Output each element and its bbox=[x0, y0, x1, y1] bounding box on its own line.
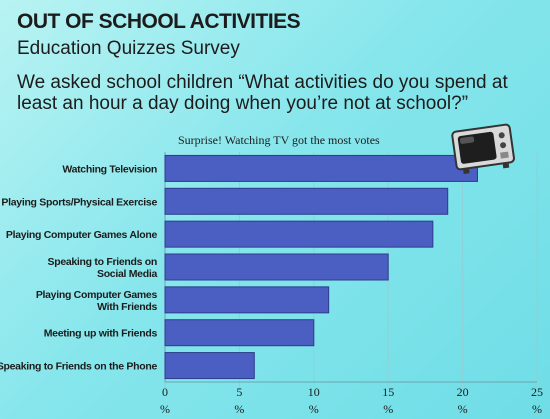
x-tick-label: 0 bbox=[162, 385, 168, 399]
chart-annotation: Surprise! Watching TV got the most votes bbox=[178, 133, 380, 147]
bar bbox=[164, 187, 449, 215]
category-label-line: Meeting up with Friends bbox=[44, 328, 158, 340]
category-label-line: Playing Computer Games Alone bbox=[6, 229, 158, 241]
category-label-line: Playing Sports/Physical Exercise bbox=[1, 196, 157, 208]
category-label: Speaking to Friends on Social Media bbox=[48, 256, 158, 280]
bar bbox=[164, 154, 478, 182]
x-tick-unit: % bbox=[234, 402, 244, 416]
category-label-line: Speaking to Friends on the Phone bbox=[0, 361, 157, 373]
bar bbox=[164, 253, 389, 281]
bar bbox=[164, 286, 330, 314]
bar bbox=[164, 352, 255, 380]
x-tick-unit: % bbox=[160, 402, 170, 416]
category-label: Speaking to Friends on the Phone bbox=[0, 361, 157, 373]
category-label: Playing Computer Games With Friends bbox=[36, 289, 158, 313]
category-label-line: Watching Television bbox=[62, 163, 157, 175]
bar bbox=[164, 220, 434, 248]
category-label-line: Playing Computer Games bbox=[36, 289, 158, 301]
television-icon bbox=[451, 123, 515, 174]
chart-title: OUT OF SCHOOL ACTIVITIES bbox=[17, 10, 301, 33]
category-label: Meeting up with Friends bbox=[44, 328, 158, 340]
x-tick-label: 15 bbox=[382, 385, 394, 399]
x-tick-label: 20 bbox=[457, 385, 469, 399]
x-tick-label: 5 bbox=[236, 385, 242, 399]
category-label-line: With Friends bbox=[97, 301, 157, 313]
chart-subtitle: Education Quizzes Survey bbox=[17, 38, 240, 59]
category-label: Playing Sports/Physical Exercise bbox=[1, 196, 157, 208]
x-tick-label: 25 bbox=[531, 385, 543, 399]
x-tick-unit: % bbox=[309, 402, 319, 416]
bar bbox=[164, 319, 315, 347]
category-label: Playing Computer Games Alone bbox=[6, 229, 158, 241]
x-tick-unit: % bbox=[383, 402, 393, 416]
x-tick-label: 10 bbox=[308, 385, 320, 399]
x-tick-unit: % bbox=[458, 402, 468, 416]
survey-question: We asked school children “What activitie… bbox=[17, 72, 508, 114]
category-label-line: Speaking to Friends on bbox=[48, 256, 158, 268]
category-label: Watching Television bbox=[62, 163, 157, 175]
x-tick-unit: % bbox=[532, 402, 542, 416]
category-label-line: Social Media bbox=[97, 268, 157, 280]
